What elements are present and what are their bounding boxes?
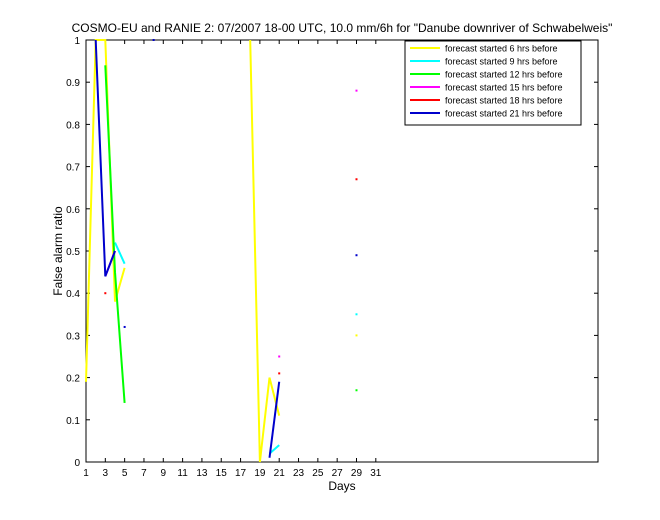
data-point bbox=[278, 355, 281, 358]
x-tick-label: 19 bbox=[254, 468, 266, 479]
y-tick-label: 0.5 bbox=[66, 247, 80, 258]
y-tick-label: 0.7 bbox=[66, 163, 80, 174]
y-axis-label: False alarm ratio bbox=[51, 206, 65, 296]
y-tick-label: 0.2 bbox=[66, 374, 80, 385]
data-point bbox=[355, 254, 358, 257]
data-point bbox=[355, 334, 358, 337]
data-point bbox=[355, 178, 358, 181]
legend-entries: forecast started 6 hrs before forecast st… bbox=[410, 44, 563, 119]
x-tick-label: 25 bbox=[312, 468, 324, 479]
legend-box bbox=[404, 40, 582, 126]
x-tick-label: 29 bbox=[351, 468, 363, 479]
x-axis-label: Days bbox=[328, 479, 355, 493]
legend-label: forecast started 12 hrs before bbox=[445, 70, 563, 80]
series-group bbox=[104, 178, 358, 375]
x-tick-label: 7 bbox=[141, 468, 147, 479]
series-line bbox=[114, 242, 126, 265]
data-point bbox=[152, 39, 155, 41]
legend-label: forecast started 15 hrs before bbox=[445, 83, 563, 93]
legend-label: forecast started 9 hrs before bbox=[445, 57, 558, 67]
y-tick-label: 0.1 bbox=[66, 416, 80, 427]
x-tick-label: 15 bbox=[216, 468, 228, 479]
y-tick-label: 0.6 bbox=[66, 205, 80, 216]
x-tick-label: 5 bbox=[122, 468, 128, 479]
data-point bbox=[355, 89, 358, 92]
y-tick-label: 0.8 bbox=[66, 120, 80, 131]
x-tick-label: 3 bbox=[103, 468, 109, 479]
x-tick-label: 1 bbox=[83, 468, 89, 479]
y-tick-label: 0.4 bbox=[66, 289, 80, 300]
data-point bbox=[278, 372, 281, 375]
x-tick-label: 9 bbox=[161, 468, 167, 479]
legend: forecast started 6 hrs before forecast st… bbox=[404, 40, 582, 126]
series-group bbox=[104, 65, 358, 403]
series-line bbox=[104, 65, 126, 403]
series-line bbox=[94, 39, 116, 277]
legend-label: forecast started 6 hrs before bbox=[445, 44, 558, 54]
data-point bbox=[355, 313, 358, 316]
y-axis: 0 0.1 0.2 0.3 0.4 0.5 0.6 0.7 0.8 0.9 1 bbox=[66, 36, 598, 469]
x-axis: 1 3 5 7 9 11 13 15 17 19 21 23 25 27 29 31 bbox=[83, 40, 382, 479]
data-point bbox=[123, 325, 126, 328]
y-tick-label: 0.3 bbox=[66, 331, 80, 342]
x-tick-label: 13 bbox=[196, 468, 208, 479]
y-tick-label: 1 bbox=[74, 36, 80, 47]
data-point bbox=[355, 389, 358, 392]
series-group bbox=[94, 39, 358, 458]
legend-label: forecast started 18 hrs before bbox=[445, 96, 563, 106]
series-line bbox=[268, 381, 281, 458]
data-point bbox=[104, 292, 107, 295]
legend-label: forecast started 21 hrs before bbox=[445, 109, 563, 119]
x-tick-label: 27 bbox=[332, 468, 344, 479]
series-layer bbox=[85, 39, 358, 463]
series-line bbox=[85, 39, 126, 382]
series-group bbox=[85, 39, 358, 463]
y-tick-label: 0 bbox=[74, 458, 80, 469]
series-line bbox=[249, 39, 281, 463]
x-tick-label: 31 bbox=[370, 468, 382, 479]
x-tick-label: 17 bbox=[235, 468, 247, 479]
chart-title: COSMO-EU and RANIE 2: 07/2007 18-00 UTC,… bbox=[72, 21, 613, 35]
y-tick-label: 0.9 bbox=[66, 78, 80, 89]
x-tick-label: 11 bbox=[177, 468, 188, 479]
x-tick-label: 21 bbox=[274, 468, 286, 479]
x-tick-label: 23 bbox=[293, 468, 305, 479]
